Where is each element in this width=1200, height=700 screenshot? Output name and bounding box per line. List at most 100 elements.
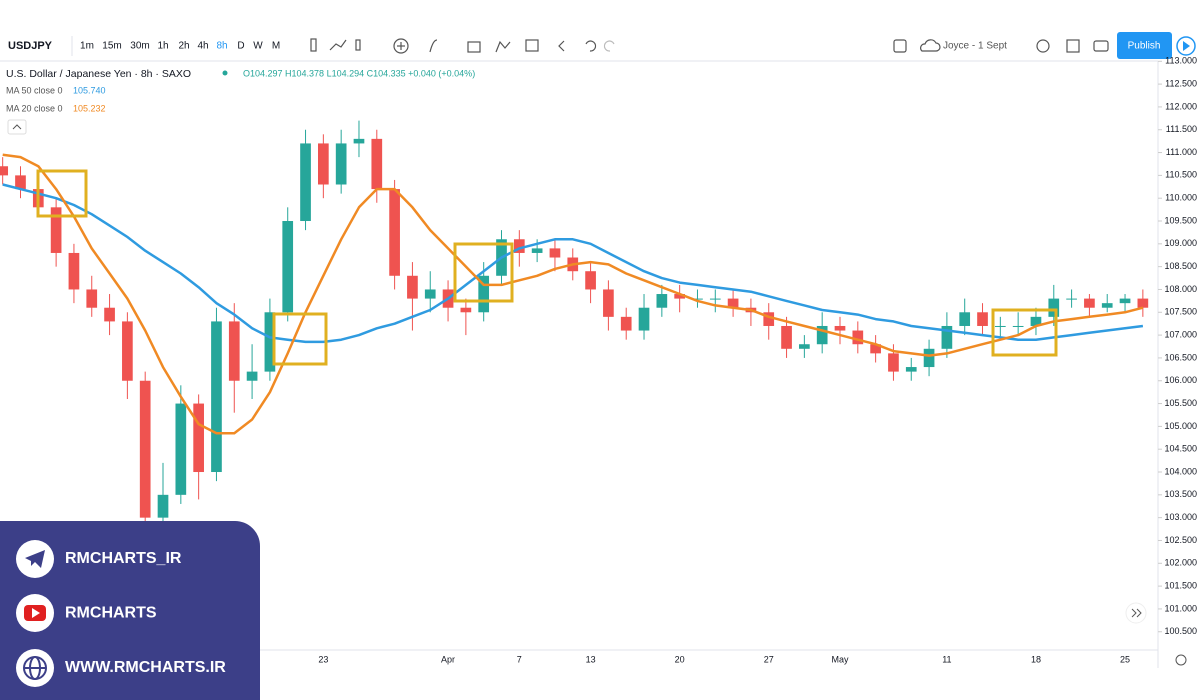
y-tick-label: 100.500 bbox=[1164, 626, 1197, 636]
globe-glyph bbox=[23, 656, 47, 680]
indicator-icon[interactable] bbox=[495, 40, 511, 53]
x-tick-label: 18 bbox=[1031, 654, 1041, 664]
candle-body bbox=[1101, 303, 1113, 308]
fullscreen-icon[interactable] bbox=[1066, 39, 1080, 53]
y-tick-label: 112.000 bbox=[1165, 101, 1197, 111]
plot bbox=[0, 120, 1149, 600]
x-tick-label: May bbox=[831, 654, 849, 664]
candle-body bbox=[549, 248, 561, 258]
candle-body bbox=[923, 348, 935, 368]
telegram-glyph bbox=[25, 550, 45, 568]
x-tick-label: 11 bbox=[942, 654, 951, 664]
y-tick-label: 102.500 bbox=[1164, 535, 1197, 545]
candle-body bbox=[692, 298, 703, 300]
candle-body bbox=[478, 275, 490, 313]
candle-body bbox=[531, 248, 543, 253]
candle-body bbox=[585, 271, 596, 290]
candle-body bbox=[1012, 325, 1024, 327]
symbol[interactable]: USDJPY bbox=[8, 40, 53, 52]
candle-body bbox=[513, 239, 525, 253]
y-tick-label: 110.500 bbox=[1165, 170, 1197, 180]
y-tick-label: 104.000 bbox=[1164, 466, 1197, 476]
settings-icon[interactable] bbox=[1036, 39, 1050, 53]
y-tick-label: 101.500 bbox=[1164, 580, 1197, 590]
collapse-button[interactable] bbox=[7, 119, 27, 135]
layout-name[interactable]: Joyce - 1 Sept bbox=[943, 41, 1007, 52]
interval[interactable]: 30m bbox=[130, 41, 149, 52]
cross-box bbox=[36, 169, 88, 218]
axis-settings[interactable] bbox=[1175, 654, 1187, 666]
x-tick-label: 7 bbox=[517, 654, 522, 664]
redo-icon[interactable] bbox=[603, 40, 615, 52]
undo-icon[interactable] bbox=[585, 40, 597, 52]
social-label[interactable]: WWW.RMCHARTS.IR bbox=[65, 659, 226, 676]
candle-body bbox=[1066, 298, 1077, 300]
interval[interactable]: 4h bbox=[197, 41, 208, 52]
candle-body bbox=[193, 403, 204, 473]
y-tick-label: 108.500 bbox=[1164, 261, 1197, 271]
toolbar: USDJPY Joyce - 1 Sept Publish 1m 15 bbox=[8, 32, 1196, 59]
legend-ohlc: O104.297 H104.378 L104.294 C104.335 +0.0… bbox=[243, 68, 475, 78]
alert-icon[interactable] bbox=[525, 39, 539, 52]
interval[interactable]: M bbox=[272, 41, 280, 52]
candle-body bbox=[175, 403, 187, 495]
replay-icon[interactable] bbox=[558, 40, 565, 52]
y-tick-label: 111.000 bbox=[1166, 147, 1197, 157]
toolbar-icons bbox=[310, 38, 1109, 54]
publish-button[interactable] bbox=[1117, 32, 1172, 59]
y-tick-label: 112.500 bbox=[1165, 78, 1197, 88]
publish-label[interactable]: Publish bbox=[1128, 41, 1161, 52]
candle-body bbox=[1137, 298, 1149, 308]
interval[interactable]: 1m bbox=[80, 41, 94, 52]
ma-line bbox=[2, 153, 1144, 435]
play-icon bbox=[1183, 41, 1190, 51]
y-tick-label: 101.000 bbox=[1164, 603, 1197, 613]
cloud-icon bbox=[920, 39, 941, 52]
social-label[interactable]: RMCHARTS bbox=[65, 605, 157, 622]
interval[interactable]: 15m bbox=[102, 41, 121, 52]
interval[interactable]: W bbox=[253, 41, 263, 52]
ma-value: 105.740 bbox=[73, 85, 106, 95]
y-tick-label: 107.000 bbox=[1164, 329, 1197, 339]
social-panel bbox=[0, 521, 260, 700]
collapse-icon bbox=[12, 124, 22, 130]
candle-body bbox=[941, 325, 953, 349]
x-tick-label: 20 bbox=[675, 654, 685, 664]
fx-icon[interactable] bbox=[429, 39, 438, 53]
candle-body bbox=[460, 307, 472, 313]
interval[interactable]: 2h bbox=[178, 41, 189, 52]
x-tick-label: 27 bbox=[764, 654, 774, 664]
legend-title: U.S. Dollar / Japanese Yen · 8h · SAXO bbox=[6, 68, 191, 80]
y-tick-label: 105.000 bbox=[1164, 421, 1197, 431]
interval[interactable]: 8h bbox=[216, 41, 227, 52]
candle-body bbox=[424, 289, 436, 299]
candle-body bbox=[888, 353, 899, 372]
interval[interactable]: 1h bbox=[157, 41, 168, 52]
compare-icon[interactable] bbox=[467, 41, 481, 53]
candle-body bbox=[15, 175, 26, 190]
candle-body bbox=[905, 367, 917, 372]
candle-body bbox=[407, 275, 418, 299]
ma-name: MA 50 close 0 bbox=[6, 85, 63, 95]
y-tick-label: 110.000 bbox=[1165, 193, 1197, 203]
candle-icon[interactable] bbox=[310, 38, 317, 52]
y-tick-label: 107.500 bbox=[1164, 307, 1197, 317]
candle-body bbox=[318, 143, 329, 185]
candle-body bbox=[139, 380, 151, 518]
candle-body bbox=[959, 312, 971, 326]
add-icon[interactable] bbox=[393, 38, 409, 54]
candle-body bbox=[674, 294, 686, 299]
line-icon[interactable] bbox=[329, 39, 347, 51]
scroll-icon bbox=[1131, 608, 1142, 618]
status-dot bbox=[222, 70, 228, 76]
candle-body bbox=[799, 344, 810, 349]
y-tick-label: 103.000 bbox=[1164, 512, 1197, 522]
snapshot-icon[interactable] bbox=[1093, 40, 1109, 52]
bar-icon[interactable] bbox=[355, 39, 361, 51]
social-label[interactable]: RMCHARTS_IR bbox=[65, 550, 182, 567]
layout-icon[interactable] bbox=[893, 39, 907, 53]
candle-body bbox=[86, 289, 98, 308]
interval[interactable]: D bbox=[237, 41, 244, 52]
candle-body bbox=[211, 321, 222, 473]
